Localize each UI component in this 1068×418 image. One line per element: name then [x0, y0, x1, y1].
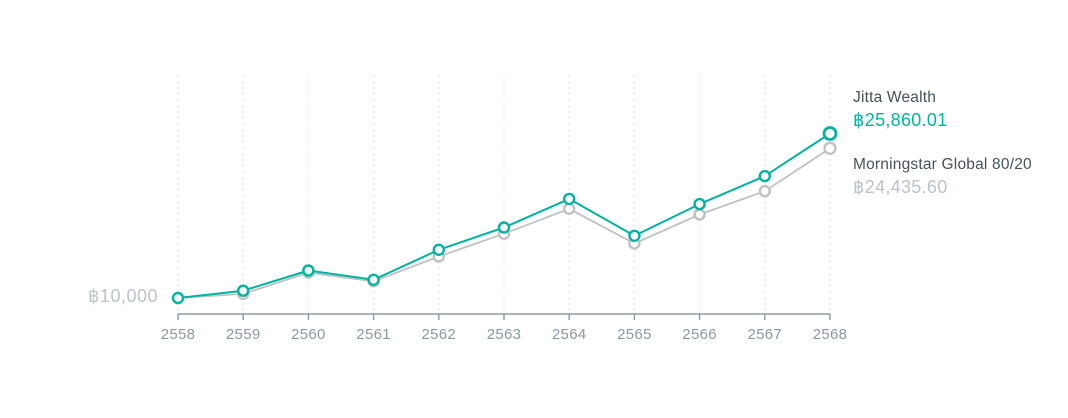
x-axis-tick-label-2566: 2566: [682, 326, 717, 343]
data-point-jitta-wealth-2559[interactable]: [236, 284, 250, 297]
data-point-jitta-wealth-2558[interactable]: [171, 291, 185, 305]
x-axis-tick-label-2563: 2563: [487, 326, 522, 343]
data-point-jitta-wealth-2566[interactable]: [693, 197, 706, 211]
series-layer: [171, 126, 838, 305]
x-axis-tick-label-2558: 2558: [161, 326, 196, 343]
data-point-jitta-wealth-2565[interactable]: [628, 229, 641, 243]
data-point-morningstar-global-80-20-2564[interactable]: [563, 202, 576, 216]
legend-series-name: Morningstar Global 80/20: [853, 156, 1032, 173]
x-axis-tick-label-2568: 2568: [813, 326, 848, 343]
x-axis-tick-label-2560: 2560: [291, 326, 326, 343]
data-point-jitta-wealth-2560[interactable]: [302, 264, 315, 277]
x-axis-tick-label-2561: 2561: [356, 326, 391, 343]
legend-series-name: Jitta Wealth: [853, 89, 937, 106]
legend-item-morningstar-global-80-20: Morningstar Global 80/20 ฿24,435.60: [853, 155, 1063, 198]
data-point-morningstar-global-80-20-2568[interactable]: [823, 141, 837, 156]
gridlines-layer: [177, 75, 831, 312]
legend-series-value: ฿25,860.01: [853, 110, 948, 130]
x-axis-tick-label-2564: 2564: [552, 326, 587, 343]
data-point-jitta-wealth-2563[interactable]: [497, 221, 511, 234]
y-baseline-label: ฿10,000: [88, 286, 158, 306]
chart-legend: Jitta Wealth ฿25,860.01 Morningstar Glob…: [853, 88, 1063, 222]
data-point-morningstar-global-80-20-2566[interactable]: [693, 208, 706, 221]
x-axis-tick-label-2562: 2562: [422, 326, 457, 343]
data-point-jitta-wealth-2564[interactable]: [563, 192, 576, 206]
legend-series-value: ฿24,435.60: [853, 177, 948, 197]
x-axis-tick-label-2565: 2565: [617, 326, 652, 343]
x-axis-tick-label-2559: 2559: [226, 326, 261, 343]
data-point-jitta-wealth-2562[interactable]: [432, 243, 445, 257]
data-point-jitta-wealth-2568[interactable]: [822, 126, 838, 141]
data-point-jitta-wealth-2567[interactable]: [758, 169, 771, 183]
x-axis: 2558 2559 2560 2561 2562 2563 2564 2565 2566 2567…: [161, 313, 848, 343]
data-point-jitta-wealth-2561[interactable]: [367, 273, 380, 286]
legend-item-jitta-wealth: Jitta Wealth ฿25,860.01: [853, 88, 1063, 131]
data-point-morningstar-global-80-20-2567[interactable]: [758, 184, 771, 198]
x-axis-tick-label-2567: 2567: [748, 326, 783, 343]
